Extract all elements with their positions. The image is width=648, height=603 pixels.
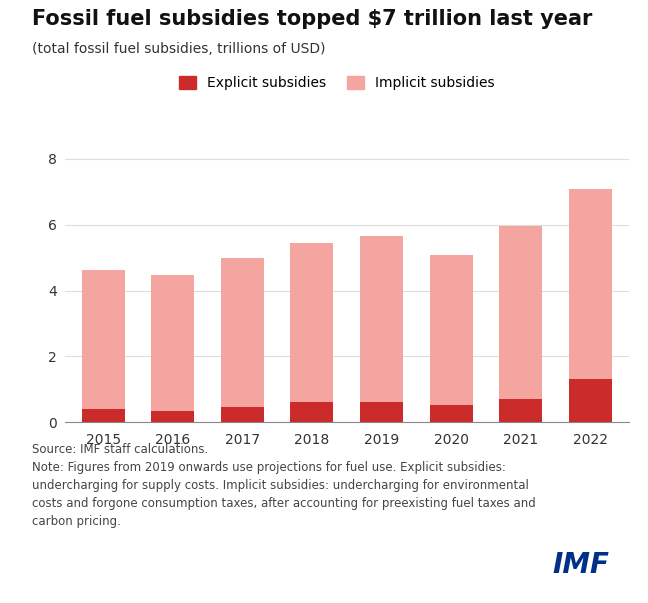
Bar [221, 407, 264, 422]
Bar [430, 255, 472, 405]
Text: IMF: IMF [552, 551, 609, 579]
Bar [290, 402, 334, 422]
Bar [499, 226, 542, 399]
Bar [360, 402, 403, 422]
Bar [499, 399, 542, 422]
Bar [430, 405, 472, 422]
Bar [82, 409, 124, 422]
Bar [569, 379, 612, 422]
Legend: Explicit subsidies, Implicit subsidies: Explicit subsidies, Implicit subsidies [179, 77, 494, 90]
Text: Source: IMF staff calculations.
Note: Figures from 2019 onwards use projections : Source: IMF staff calculations. Note: Fi… [32, 443, 536, 528]
Bar [569, 189, 612, 379]
Text: Fossil fuel subsidies topped $7 trillion last year: Fossil fuel subsidies topped $7 trillion… [32, 9, 593, 29]
Text: (total fossil fuel subsidies, trillions of USD): (total fossil fuel subsidies, trillions … [32, 42, 326, 56]
Bar [151, 411, 194, 422]
Bar [151, 275, 194, 411]
Bar [360, 236, 403, 402]
Bar [290, 243, 334, 402]
Bar [221, 257, 264, 407]
Bar [82, 270, 124, 409]
